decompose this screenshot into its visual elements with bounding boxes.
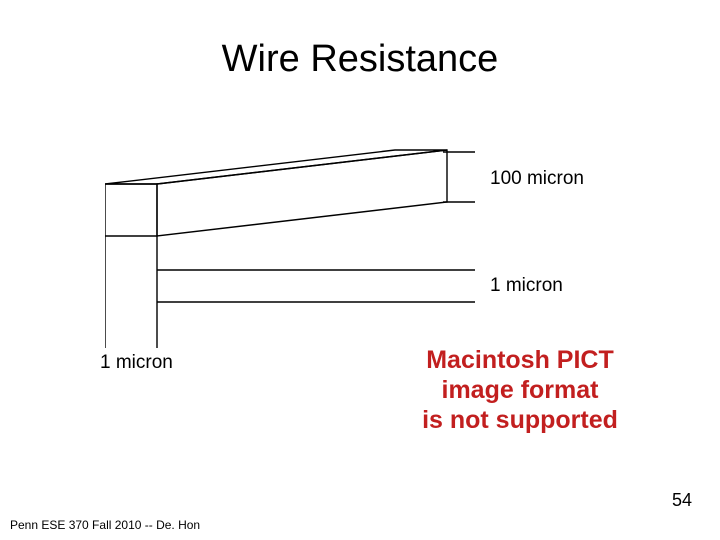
dim-label-height: 1 micron (490, 275, 563, 297)
wire-diagram (105, 142, 475, 352)
dim-label-width: 1 micron (100, 352, 173, 374)
slide-title: Wire Resistance (0, 38, 720, 81)
pict-error-message: Macintosh PICT image format is not suppo… (360, 345, 680, 435)
box-right-face (157, 150, 447, 236)
dim-label-length: 100 micron (490, 168, 584, 190)
error-line-3: is not supported (360, 405, 680, 435)
slide-footer: Penn ESE 370 Fall 2010 -- De. Hon (10, 518, 200, 532)
page-number: 54 (672, 490, 692, 511)
error-line-1: Macintosh PICT (360, 345, 680, 375)
error-line-2: image format (360, 375, 680, 405)
box-front-face (105, 184, 157, 236)
box-top-face (105, 150, 447, 184)
slide: Wire Resistance 100 micron 1 micron 1 mi… (0, 0, 720, 540)
